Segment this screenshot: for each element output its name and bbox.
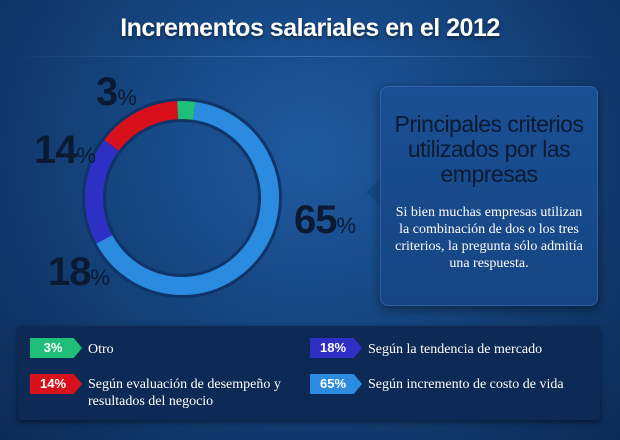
legend-tag-costo-de-vida: 65% <box>310 374 362 394</box>
slice-label-tendencia-mercado: 18% <box>48 250 110 294</box>
legend-tag-otro: 3% <box>30 338 82 358</box>
donut-slice-costo-de-vida <box>96 101 279 295</box>
legend-tag-evaluacion-desempeno: 14% <box>30 374 82 394</box>
title-divider <box>0 56 620 57</box>
info-box: Principales criterios utilizados por las… <box>380 86 598 306</box>
info-body: Si bien muchas empresas utilizan la comb… <box>395 205 583 271</box>
legend-text-otro: Otro <box>88 342 114 357</box>
donut-slice-otro <box>177 101 196 120</box>
info-box-pointer <box>366 180 380 204</box>
legend-text-tendencia-mercado: Según la tendencia de mercado <box>368 342 543 357</box>
donut-slices <box>85 101 279 295</box>
legend-tag-tendencia-mercado: 18% <box>310 338 362 358</box>
donut-slice-tendencia-mercado <box>85 139 119 244</box>
donut-slice-evaluacion-desempeno <box>104 101 179 151</box>
legend-text-evaluacion-desempeno: Según evaluación de desempeño y resultad… <box>88 377 281 409</box>
chart-title: Incrementos salariales en el 2012 <box>120 14 500 42</box>
legend: 3% Otro 14% Según evaluación de desempeñ… <box>18 326 600 420</box>
slice-label-costo-de-vida: 65% <box>294 198 356 242</box>
legend-text-costo-de-vida: Según incremento de costo de vida <box>368 377 564 392</box>
info-heading: Principales criterios utilizados por las… <box>394 111 584 187</box>
slice-label-evaluacion-desempeno: 14% <box>34 128 96 172</box>
slice-label-otro: 3% <box>96 70 137 114</box>
